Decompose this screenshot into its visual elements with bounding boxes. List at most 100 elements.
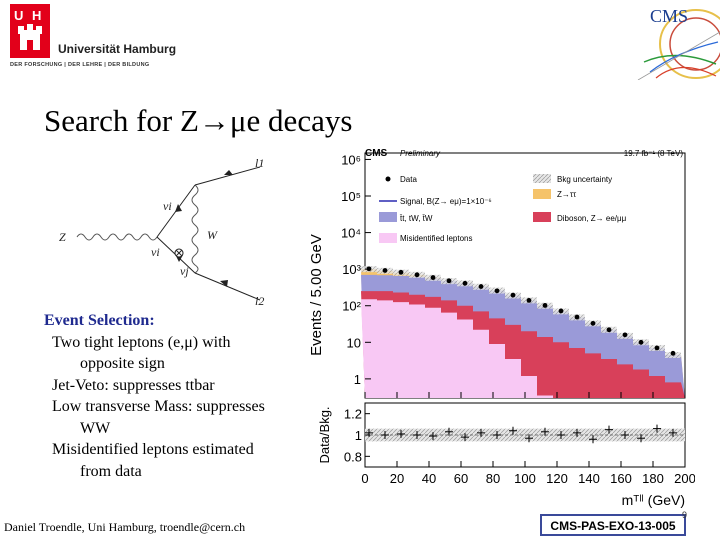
data-point — [654, 345, 660, 351]
x-tick-label: 40 — [422, 471, 436, 486]
footer-author: Daniel Troendle, Uni Hamburg, troendle@c… — [4, 520, 246, 534]
slide-title: Search for Z→μe decays — [44, 103, 353, 138]
cms-header: CMS — [365, 148, 388, 159]
nu-bot-label: νj — [180, 264, 189, 278]
l2-line — [194, 272, 261, 301]
legend-label: Z→ττ — [557, 190, 577, 199]
x-tick-label: 100 — [514, 471, 536, 486]
l1-arrow — [224, 170, 233, 175]
l2-label: l2 — [255, 294, 264, 305]
data-point — [462, 280, 468, 286]
x-tick-label: 140 — [578, 471, 600, 486]
y-axis-label: Events / 5.00 GeV — [308, 234, 325, 356]
legend-label: Bkg uncertainty — [557, 175, 612, 184]
legend-swatch-bkg-unc — [533, 174, 551, 183]
stack-group — [361, 266, 685, 398]
y-tick-label: 10⁴ — [341, 226, 361, 241]
main-ticks-group: 1 10 10² 10³ 10⁴ 10⁵ 10⁶ — [341, 152, 371, 387]
legend-label: Diboson, Z→ ee/μμ — [557, 214, 627, 223]
legend-label: Misidentified leptons — [400, 234, 472, 243]
y-tick-label: 10 — [347, 335, 361, 350]
y-tick-label: 10³ — [342, 262, 361, 277]
selection-heading: Event Selection: — [44, 312, 155, 329]
ratio-group — [365, 424, 685, 444]
selection-line: Low transverse Mass: suppresses — [52, 398, 265, 415]
x-ticks-group: 0 20 40 60 80 100 120 140 160 180 200 — [361, 392, 695, 486]
cms-logo: CMS — [636, 2, 720, 80]
university-mark-letter-u: U — [14, 8, 24, 23]
lumi-label: 19.7 fb⁻¹ (8 TeV) — [624, 149, 684, 158]
x-tick-label: 80 — [486, 471, 500, 486]
data-points-group — [366, 266, 676, 356]
university-mark-letter-h: H — [32, 8, 42, 23]
x-tick-label: 20 — [390, 471, 404, 486]
w-boson-line — [191, 184, 199, 274]
x-tick-label: 120 — [546, 471, 568, 486]
x-tick-label: 0 — [361, 471, 368, 486]
page-number: 9 — [682, 510, 688, 520]
mt-distribution-plot: 1 10 10² 10³ 10⁴ 10⁵ 10⁶ 0.8 1 1.2 0 20 40 60 80 100 1… — [308, 148, 695, 508]
data-point — [606, 327, 612, 333]
data-point — [446, 278, 452, 284]
data-point — [382, 268, 388, 273]
legend-swatch-misid — [379, 233, 397, 243]
data-point — [638, 339, 644, 345]
y-tick-label: 10⁵ — [341, 189, 361, 204]
w-label: W — [207, 228, 218, 242]
ratio-tick-label: 0.8 — [344, 449, 362, 464]
university-logo: U H Universität Hamburg DER FORSCHUNG | … — [10, 4, 180, 68]
data-point — [622, 332, 628, 338]
reference-box: CMS-PAS-EXO-13-005 — [540, 514, 686, 536]
x-tick-label: 200 — [674, 471, 695, 486]
ratio-axis-label: Data/Bkg. — [317, 406, 332, 463]
castle-icon — [18, 24, 42, 50]
nu-top-label: νi — [163, 199, 172, 213]
data-point — [542, 303, 548, 308]
selection-line: WW — [80, 419, 111, 437]
selection-line: Misidentified leptons estimated — [52, 441, 254, 458]
selection-line: Jet-Veto: suppresses ttbar — [52, 376, 215, 394]
z-boson-line — [76, 233, 158, 241]
l1-label: l1 — [255, 156, 264, 170]
x-axis-label: mᵀˡˡ (GeV) — [622, 492, 685, 508]
detector-swirl-icon — [637, 9, 720, 80]
feynman-diagram: Z l1 l2 νi νi νj W — [59, 156, 264, 305]
data-point — [430, 275, 436, 280]
legend-label: t̄t, tW, t̄W — [399, 214, 433, 223]
data-point — [558, 308, 564, 314]
l2-arrow — [220, 280, 228, 287]
x-tick-label: 160 — [610, 471, 632, 486]
university-mark: U H — [10, 4, 50, 58]
preliminary-label: Preliminary — [400, 149, 441, 158]
data-point — [494, 288, 500, 294]
y-tick-label: 10⁶ — [341, 152, 361, 167]
reference-text: CMS-PAS-EXO-13-005 — [550, 519, 676, 533]
nu-mid-label: νi — [151, 245, 160, 259]
x-tick-label: 60 — [454, 471, 468, 486]
legend-swatch-ttbar — [379, 212, 397, 222]
legend: Data Bkg uncertainty Signal, B(Z→ eμ)=1×… — [379, 174, 627, 243]
ratio-tick-label: 1 — [355, 428, 362, 443]
y-tick-label: 10² — [342, 299, 361, 314]
data-point — [398, 269, 404, 275]
nu-top-arrow — [175, 204, 182, 212]
legend-marker-data — [385, 176, 391, 182]
event-selection: Event Selection: Two tight leptons (e,μ)… — [44, 310, 309, 482]
l1-line — [194, 166, 261, 186]
selection-line: Two tight leptons (e,μ) with — [52, 333, 231, 351]
data-point — [670, 350, 676, 356]
legend-label: Data — [400, 175, 417, 184]
data-point — [590, 320, 596, 326]
stack-fill — [361, 299, 685, 398]
data-point — [414, 272, 420, 278]
selection-line: opposite sign — [80, 355, 165, 372]
legend-swatch-ztautau — [533, 189, 551, 199]
y-tick-label: 1 — [354, 372, 361, 387]
z-label: Z — [59, 230, 66, 244]
legend-label: Signal, B(Z→ eμ)=1×10⁻⁶ — [400, 197, 492, 206]
data-point — [478, 284, 484, 289]
legend-swatch-diboson — [533, 212, 551, 222]
x-tick-label: 180 — [642, 471, 664, 486]
university-name: Universität Hamburg — [58, 42, 177, 56]
ratio-ticks-group: 0.8 1 1.2 — [344, 407, 370, 464]
